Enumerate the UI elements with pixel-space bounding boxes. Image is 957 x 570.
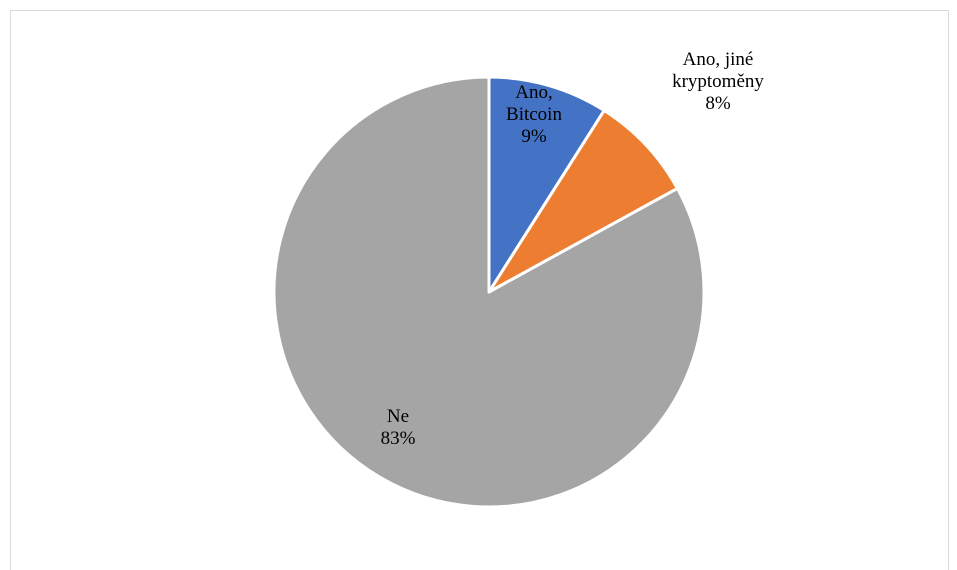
pie-slice-value-label: 9% [521,126,547,147]
pie-slices [272,75,706,509]
pie-slice-0 [487,75,606,294]
pie-labels: Ano, Bitcoin 9% Ano, jiné kryptoměny 8% Ne 83% [381,49,765,449]
pie-slice-category-label: Ne [387,406,409,427]
pie-slice-category-label: kryptoměny [672,71,764,92]
pie-slice-label-0: Ano, Bitcoin 9% [506,82,562,147]
pie-slice-label-1: Ano, jiné kryptoměny 8% [672,49,764,114]
pie-slice-category-label: Ano, [515,82,552,103]
pie-slice-2 [272,75,706,509]
pie-slice-value-label: 8% [705,93,731,114]
pie-slice-label-2: Ne 83% [381,406,416,449]
pie-slice-1 [487,108,679,294]
pie-slice-category-label: Ano, jiné [683,49,754,70]
pie-slice-value-label: 83% [381,428,416,449]
pie-slice-category-label: Bitcoin [506,104,562,125]
